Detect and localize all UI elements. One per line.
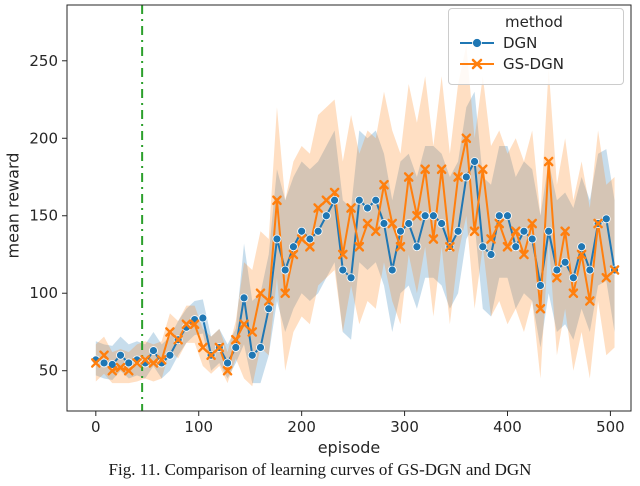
x-tick-label: 0: [91, 418, 101, 436]
x-tick-label: 500: [596, 418, 625, 436]
figure-caption: Fig. 11. Comparison of learning curves o…: [108, 460, 532, 479]
y-tick-label: 50: [39, 362, 58, 380]
legend-item-GS-DGN: GS-DGN: [459, 55, 609, 73]
y-tick-label: 150: [29, 207, 58, 225]
x-tick-label: 200: [287, 418, 316, 436]
GS-DGN-markers: [91, 133, 620, 376]
x-tick-label: 400: [493, 418, 522, 436]
legend-label: GS-DGN: [503, 55, 564, 73]
legend-items: DGN GS-DGN: [459, 34, 609, 73]
y-tick-label: 200: [29, 129, 58, 147]
x-axis-label: episode: [317, 438, 381, 457]
legend-label: DGN: [503, 34, 538, 52]
y-tick-label: 100: [29, 284, 58, 302]
legend-title: method: [505, 13, 563, 31]
x-tick-label: 300: [390, 418, 419, 436]
GS-DGN-band: [95, 45, 615, 387]
legend-item-DGN: DGN: [459, 34, 609, 52]
GS-DGN-legend-sample: [460, 58, 494, 70]
plot-svg: 0 100 200 300 400 500 50 100 150 200 250: [29, 4, 632, 436]
legend: method DGN GS-DGN: [448, 8, 624, 85]
y-axis-label: mean reward: [3, 152, 23, 259]
axes-frame: [66, 4, 632, 412]
y-tick-label: 250: [29, 52, 58, 70]
x-tick-label: 100: [184, 418, 213, 436]
DGN-legend-sample: [460, 38, 494, 48]
